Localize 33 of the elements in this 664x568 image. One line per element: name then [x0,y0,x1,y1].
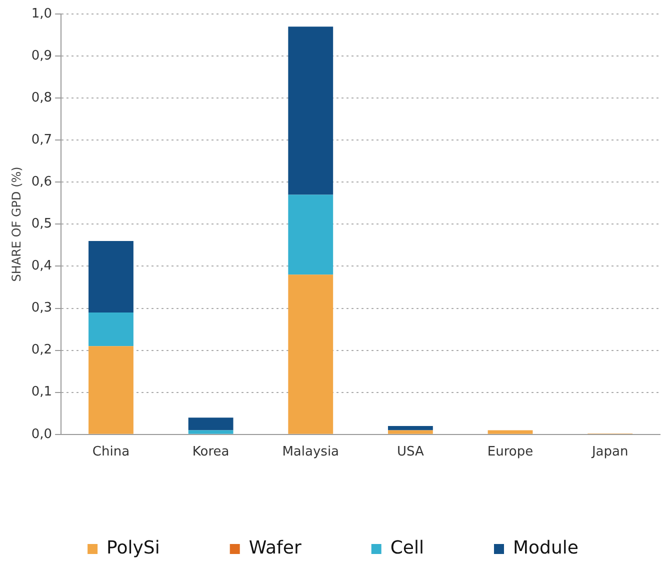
y-axis-title: SHARE OF GPD (%) [9,166,24,282]
y-tick-label: 0,5 [31,216,52,232]
bar [188,430,234,434]
y-tick-label: 0,1 [31,384,52,400]
x-tick-label: Korea [192,444,230,460]
y-tick-label: 0,9 [31,48,52,64]
legend-label: Cell [390,538,424,559]
y-tick-label: 0,8 [31,90,52,106]
bar [388,430,433,434]
bar [88,312,134,346]
x-tick-label: Malaysia [282,444,340,460]
bar [388,426,433,430]
y-tick-label: 0,6 [31,174,52,190]
bar [288,274,334,434]
y-tick-label: 0,7 [31,132,52,148]
legend-label: PolySi [106,538,160,559]
bar [88,346,134,434]
y-tick-label: 0,2 [31,342,52,358]
y-tick-label: 0,0 [31,426,52,442]
x-tick-label: Europe [487,444,534,460]
x-tick-label: Japan [590,444,628,460]
bar [488,430,533,434]
x-tick-label: USA [396,444,424,460]
bar [288,26,334,195]
legend-label: Module [512,538,578,559]
bar [88,241,134,312]
bar [288,194,334,275]
y-tick-label: 0,4 [31,258,52,274]
x-tick-label: China [92,444,130,460]
bar [188,418,234,430]
y-tick-label: 0,3 [31,300,52,316]
y-tick-label: 1,0 [31,6,52,22]
legend-label: Wafer [248,538,302,559]
